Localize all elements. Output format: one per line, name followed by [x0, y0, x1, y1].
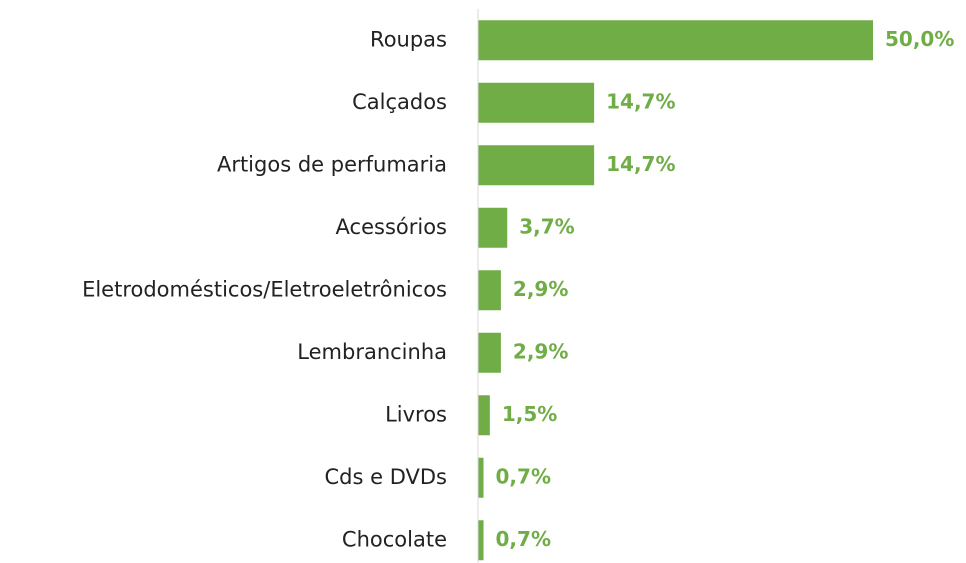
bar	[478, 332, 501, 373]
bar	[478, 207, 508, 248]
category-label: Calçados	[352, 90, 447, 114]
category-label: Acessórios	[336, 215, 447, 239]
category-label: Chocolate	[342, 527, 447, 551]
value-label: 0,7%	[496, 527, 551, 551]
category-label: Artigos de perfumaria	[217, 152, 447, 176]
value-label: 2,9%	[513, 339, 568, 363]
category-label: Eletrodomésticos/Eletroeletrônicos	[82, 277, 447, 301]
value-label: 50,0%	[885, 27, 954, 51]
bar	[478, 270, 501, 311]
bar	[478, 82, 595, 123]
bar	[478, 395, 490, 436]
value-label: 14,7%	[606, 152, 675, 176]
value-label: 2,9%	[513, 277, 568, 301]
value-label: 14,7%	[606, 89, 675, 113]
value-label: 3,7%	[519, 214, 574, 238]
category-label: Livros	[385, 402, 447, 426]
category-label: Roupas	[370, 27, 447, 51]
bar	[478, 145, 595, 186]
bar	[478, 520, 484, 561]
value-label: 1,5%	[502, 402, 557, 426]
value-label: 0,7%	[496, 464, 551, 488]
bar	[478, 457, 484, 498]
category-label: Cds e DVDs	[325, 465, 447, 489]
bar	[478, 20, 873, 61]
category-label: Lembrancinha	[297, 340, 447, 364]
